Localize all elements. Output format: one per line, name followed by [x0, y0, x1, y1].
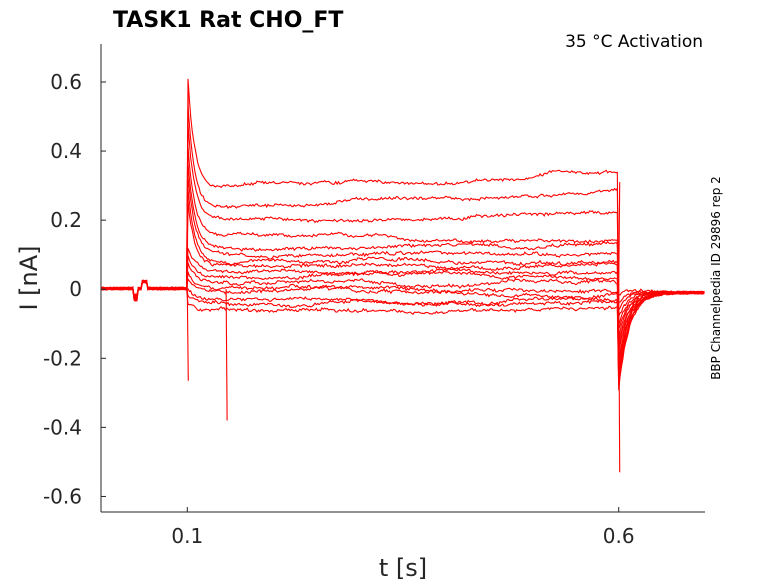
current-trace-series	[100, 271, 705, 366]
current-trace-series	[101, 125, 705, 312]
current-trace-series	[100, 163, 705, 326]
y-tick-label: 0	[69, 277, 82, 301]
x-tick-label: 0.1	[171, 524, 203, 548]
current-trace-series	[100, 176, 705, 330]
y-tick-label: 0.4	[50, 139, 82, 163]
y-tick-label: -0.6	[43, 484, 82, 508]
current-trace-series	[100, 248, 705, 349]
current-trace-series	[100, 279, 705, 379]
transient-spike	[618, 182, 621, 290]
current-trace-series	[100, 78, 705, 302]
condition-annotation: 35 °C Activation	[565, 32, 703, 52]
current-trace-series	[100, 279, 705, 383]
x-axis-label: t [s]	[379, 554, 427, 582]
transient-spike	[186, 85, 189, 290]
y-tick-label: 0.2	[50, 208, 82, 232]
y-axis-ticks: 0.6 0.4 0.2 0 -0.2 -0.4 -0.6	[43, 70, 106, 508]
current-traces	[100, 78, 705, 473]
transient-spike	[186, 289, 189, 381]
x-tick-label: 0.6	[603, 524, 635, 548]
current-trace-series	[100, 277, 705, 373]
current-trace-series	[100, 279, 705, 391]
y-tick-label: -0.4	[43, 415, 82, 439]
y-tick-label: -0.2	[43, 346, 82, 370]
current-trace-series	[100, 105, 705, 303]
plot-area	[100, 78, 705, 473]
transient-spike	[225, 289, 228, 421]
current-trace-series	[100, 189, 705, 337]
current-trace-series	[100, 200, 705, 344]
chart-title: TASK1 Rat CHO_FT	[113, 8, 343, 33]
x-axis-ticks: 0.1 0.6	[171, 507, 635, 548]
y-tick-label: 0.6	[50, 70, 82, 94]
current-trace-series	[100, 262, 705, 360]
transient-spike	[618, 289, 621, 473]
y-axis-label: I [nA]	[15, 245, 43, 310]
channelpedia-id-label: BBP Channelpedia ID 29896 rep 2	[709, 176, 723, 380]
current-trace-series	[101, 255, 705, 354]
